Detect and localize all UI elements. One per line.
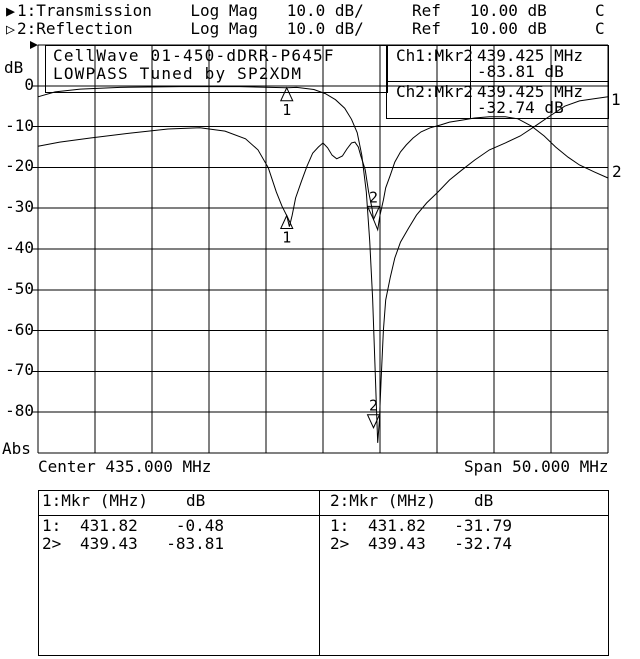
marker-1-triangle-icon [279,86,294,102]
y-tick-m10: -10 [5,116,34,135]
ch2-marker-value: -32.74 dB [477,98,564,117]
table-row: 1: 431.82 -0.48 [42,518,224,534]
y-tick-m60: -60 [5,320,34,339]
ch2-readout-label: Ch2:Mkr2 [396,82,474,101]
marker-value: -83.81 [166,534,224,553]
table-row: 2> 439.43 -83.81 [42,536,224,552]
y-tick-m30: -30 [5,197,34,216]
y-axis-abs-label: Abs [2,439,31,458]
channel2-active-marker-icon: ▷ [6,20,16,38]
channel1-active-marker-icon: ▶ [6,2,16,20]
marker-value: -0.48 [175,516,224,535]
ch1-readout-label: Ch1:Mkr2 [396,46,474,65]
marker-1-triangle-icon [279,214,294,230]
device-title: CellWave 01-450-dDRR-P645F [53,46,335,65]
center-frequency-label: Center 435.000 MHz [38,457,212,476]
y-tick-m20: -20 [5,156,34,175]
trace-2-reflection [37,116,609,232]
trace-1-transmission [37,86,609,443]
marker-value: -31.79 [454,516,512,535]
marker-1-label: 1 [282,229,291,247]
marker-freq: 439.43 [80,534,138,553]
marker-no: 2> [42,534,62,553]
channel1-status-line: 1:Transmission Log Mag 10.0 dB/ Ref 10.0… [17,1,605,20]
marker-table-box [38,490,609,656]
span-frequency-label: Span 50.000 MHz [464,457,609,476]
marker-table-divider [319,490,320,656]
marker-freq: 439.43 [368,534,426,553]
device-subtitle: LOWPASS Tuned by SP2XDM [53,64,303,83]
marker-2-label: 2 [369,397,378,415]
marker-no: 1: [42,516,62,535]
y-axis-unit-label: dB [4,58,24,77]
marker-value: -32.74 [454,534,512,553]
table-row: 1: 431.82 -31.79 [330,518,512,534]
marker-no: 2> [330,534,350,553]
ref-position-arrow-icon [30,41,38,49]
marker-freq: 431.82 [80,516,138,535]
marker-table-header-rule [38,515,609,516]
ch2-readout-box [386,81,609,119]
y-tick-0: 0 [24,75,34,94]
title-box [45,45,388,93]
marker-no: 1: [330,516,350,535]
ch1-header-unit: dB [185,491,206,510]
ch2-header-label: 2:Mkr (MHz) [330,491,436,510]
ch1-marker-frequency: 439.425 MHz [477,46,583,65]
table-row: 2> 439.43 -32.74 [330,536,512,552]
trace1-end-label: 1 [611,90,621,109]
marker-2-triangle-icon [366,414,381,429]
marker-1-label: 1 [282,101,291,119]
marker-table-ch1-header: 1:Mkr (MHz) dB [42,493,205,509]
marker-2-triangle-icon [366,205,381,221]
y-tick-m70: -70 [5,360,34,379]
ch1-marker-value: -83.81 dB [477,62,564,81]
marker-2-label: 2 [369,188,378,206]
ch2-marker-frequency: 439.425 MHz [477,82,583,101]
y-tick-m40: -40 [5,238,34,257]
marker-table-ch2-header: 2:Mkr (MHz) dB [330,493,493,509]
y-tick-m50: -50 [5,279,34,298]
ch1-header-label: 1:Mkr (MHz) [42,491,148,510]
marker-freq: 431.82 [368,516,426,535]
readout-divider [470,45,471,118]
y-tick-m80: -80 [5,401,34,420]
channel2-status-line: 2:Reflection Log Mag 10.0 dB/ Ref 10.00 … [17,19,605,38]
trace2-end-label: 2 [612,162,622,181]
ch2-header-unit: dB [473,491,494,510]
